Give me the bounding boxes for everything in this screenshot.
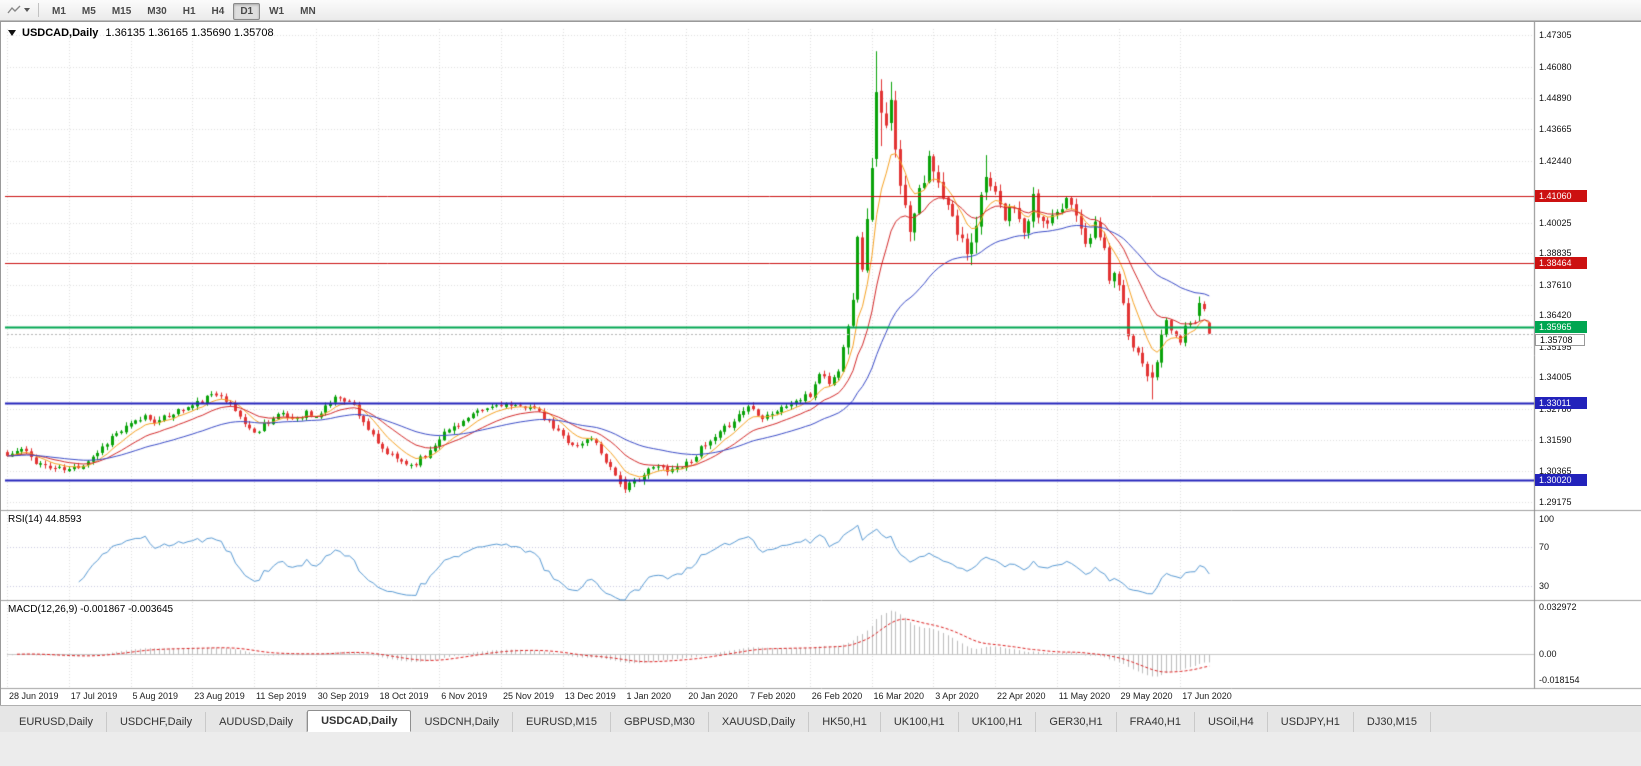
price-axis-label: 1.38835 — [1539, 248, 1572, 259]
chart-tab-usoil-h4[interactable]: USOil,H4 — [1195, 712, 1268, 732]
date-axis-label: 20 Jan 2020 — [688, 691, 738, 701]
chart-tab-hk50-h1[interactable]: HK50,H1 — [809, 712, 881, 732]
date-axis-label: 1 Jan 2020 — [626, 691, 672, 701]
date-axis-label: 30 Sep 2019 — [317, 691, 369, 701]
price-axis-label: 1.31590 — [1539, 434, 1572, 445]
chart-tab-usdcad-daily[interactable]: USDCAD,Daily — [307, 710, 412, 732]
date-axis-label: 23 Aug 2019 — [194, 691, 245, 701]
price-axis-label: 1.40025 — [1539, 217, 1572, 228]
price-line-badge: 1.35965 — [1535, 321, 1587, 334]
chart-tab-usdjpy-h1[interactable]: USDJPY,H1 — [1268, 712, 1354, 732]
date-axis-label: 11 Sep 2019 — [256, 691, 307, 701]
price-axis-label: 1.30365 — [1539, 466, 1572, 477]
timeframe-buttons-group: M1 M5 M15 M30 H1 H4 D1 W1 MN — [44, 1, 324, 20]
chart-tab-usdchf-daily[interactable]: USDCHF,Daily — [107, 712, 207, 732]
macd-axis-label: -0.018154 — [1539, 675, 1580, 686]
date-axis-label: 17 Jun 2020 — [1182, 691, 1232, 701]
timeframe-m30-button[interactable]: M30 — [147, 6, 167, 17]
chart-tab-dj30-m15[interactable]: DJ30,M15 — [1354, 712, 1432, 732]
date-axis-label: 13 Dec 2019 — [564, 691, 616, 701]
date-axis-label: 17 Jul 2019 — [70, 691, 118, 701]
rsi-axis-label: 70 — [1539, 542, 1550, 553]
chart-tab-bar: EURUSD,Daily USDCHF,Daily AUDUSD,Daily USDC… — [0, 705, 1641, 732]
date-axis-label: 28 Jun 2019 — [9, 691, 59, 701]
timeframe-mn-button[interactable]: MN — [300, 6, 316, 17]
chart-title: USDCAD,Daily 1.36135 1.36165 1.35690 1.3… — [8, 27, 274, 39]
date-axis-label: 22 Apr 2020 — [997, 691, 1046, 701]
chart-tab-audusd-daily[interactable]: AUDUSD,Daily — [206, 712, 308, 732]
macd-axis-label: 0.032972 — [1539, 602, 1577, 613]
timeframe-m1-button[interactable]: M1 — [52, 6, 66, 17]
chart-symbol-label: USDCAD,Daily — [22, 27, 99, 39]
macd-axis-label: 0.00 — [1539, 649, 1557, 660]
chart-tab-fra40-h1[interactable]: FRA40,H1 — [1117, 712, 1195, 732]
timeframe-m15-button[interactable]: M15 — [111, 6, 132, 17]
date-axis-label: 29 May 2020 — [1120, 691, 1173, 701]
price-line-badge: 1.30020 — [1535, 473, 1587, 486]
price-axis-label: 1.37610 — [1539, 279, 1572, 290]
chart-object-icon[interactable] — [5, 2, 22, 18]
timeframe-h4-button[interactable]: H4 — [211, 6, 225, 17]
dropdown-caret-icon[interactable] — [24, 8, 30, 12]
one-click-trading-icon[interactable] — [8, 30, 16, 36]
rsi-axis-label: 100 — [1539, 513, 1555, 524]
chart-tab-usdcnh-daily[interactable]: USDCNH,Daily — [411, 712, 514, 732]
price-axis-label: 1.36420 — [1539, 310, 1572, 321]
price-chart-window: USDCAD,Daily 1.36135 1.36165 1.35690 1.3… — [0, 21, 1641, 706]
chart-tab-xauusd-daily[interactable]: XAUUSD,Daily — [709, 712, 810, 732]
price-axis-label: 1.29175 — [1539, 496, 1572, 507]
date-axis-label: 16 Mar 2020 — [873, 691, 925, 701]
current-price-label: 1.35708 — [1535, 334, 1585, 347]
date-axis-label: 25 Nov 2019 — [503, 691, 555, 701]
price-axis-label: 1.35195 — [1539, 341, 1572, 352]
timeframe-d1-button[interactable]: D1 — [233, 3, 261, 20]
chart-tab-uk100-h1[interactable]: UK100,H1 — [881, 712, 959, 732]
timeframe-h1-button[interactable]: H1 — [182, 6, 196, 17]
date-axis-label: 3 Apr 2020 — [935, 691, 979, 701]
price-line-badge: 1.41060 — [1535, 190, 1587, 202]
date-axis-label: 6 Nov 2019 — [441, 691, 488, 701]
date-axis-label: 26 Feb 2020 — [811, 691, 863, 701]
timeframe-w1-button[interactable]: W1 — [269, 6, 285, 17]
chart-ohlc-label: 1.36135 1.36165 1.35690 1.35708 — [105, 27, 274, 39]
date-axis-label: 5 Aug 2019 — [132, 691, 179, 701]
chart-canvas[interactable] — [1, 22, 1641, 706]
price-axis-label: 1.47305 — [1539, 30, 1572, 41]
chart-tab-ger30-h1[interactable]: GER30,H1 — [1036, 712, 1117, 732]
rsi-indicator-label: RSI(14) 44.8593 — [8, 514, 82, 525]
chart-tab-gbpusd-m30[interactable]: GBPUSD,M30 — [611, 712, 709, 732]
price-axis-label: 1.34005 — [1539, 372, 1572, 383]
chart-tab-eurusd-m15[interactable]: EURUSD,M15 — [513, 712, 611, 732]
timeframe-m5-button[interactable]: M5 — [81, 6, 96, 17]
price-axis-label: 1.46080 — [1539, 61, 1572, 72]
macd-indicator-label: MACD(12,26,9) -0.001867 -0.003645 — [8, 604, 174, 615]
date-axis-label: 18 Oct 2019 — [379, 691, 429, 701]
chart-tab-eurusd-daily[interactable]: EURUSD,Daily — [6, 712, 107, 732]
toolbar-separator — [38, 3, 39, 17]
price-line-badge: 1.38464 — [1535, 256, 1587, 269]
date-axis-label: 11 May 2020 — [1058, 691, 1111, 701]
timeframe-toolbar: M1 M5 M15 M30 H1 H4 D1 W1 MN — [0, 0, 1641, 21]
price-axis-label: 1.42440 — [1539, 155, 1572, 166]
rsi-axis-label: 30 — [1539, 580, 1550, 591]
date-axis-label: 7 Feb 2020 — [750, 691, 796, 701]
price-axis-label: 1.43665 — [1539, 124, 1572, 134]
price-line-badge: 1.33011 — [1535, 396, 1587, 409]
chart-tab-uk100-h1[interactable]: UK100,H1 — [959, 712, 1037, 732]
price-axis-label: 1.44890 — [1539, 92, 1572, 103]
